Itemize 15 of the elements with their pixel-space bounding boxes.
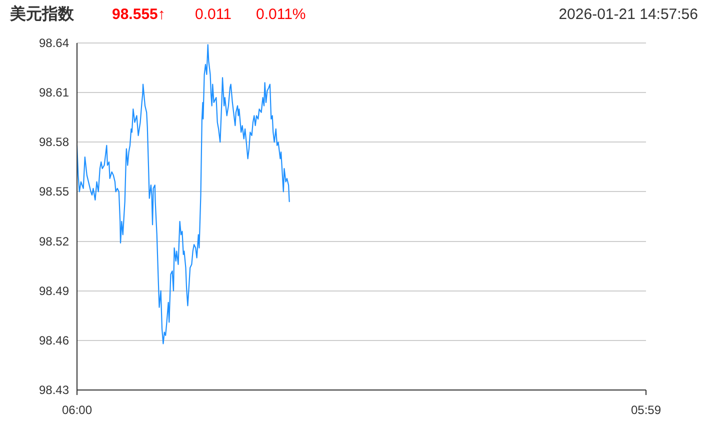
y-tick-label: 98.43 — [38, 383, 70, 397]
x-tick-label: 05:59 — [630, 403, 662, 417]
y-tick-label: 98.46 — [38, 333, 70, 348]
y-tick-label: 98.64 — [38, 36, 70, 50]
y-tick-label: 98.61 — [38, 86, 70, 100]
chart-title: 美元指数 — [9, 4, 75, 23]
text: 0.011 — [195, 6, 232, 23]
y-tick-label: 98.52 — [38, 234, 70, 248]
text: 2026-01-21 14:57:56 — [558, 6, 698, 23]
y-tick-label: 98.49 — [38, 284, 70, 298]
text: 0.011% — [256, 6, 306, 23]
y-tick-label: 98.55 — [38, 184, 70, 199]
text: 98.555↑ — [112, 6, 166, 23]
x-tick-label: 06:00 — [62, 403, 92, 417]
y-tick-label: 98.58 — [38, 135, 70, 150]
